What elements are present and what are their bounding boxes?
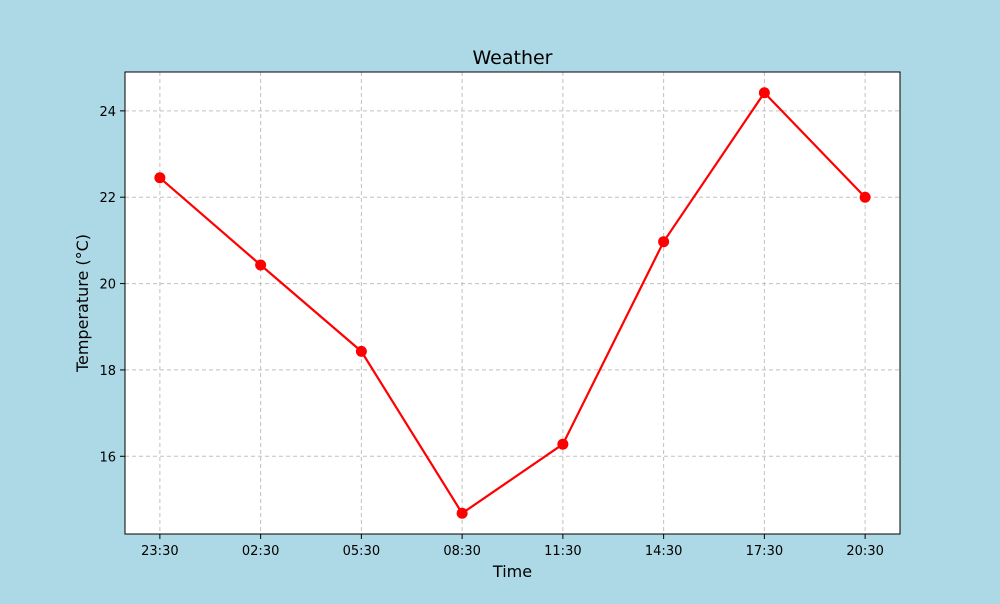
x-tick-label: 11:30	[544, 544, 581, 559]
x-axis-label: Time	[492, 562, 532, 581]
x-tick-label: 23:30	[141, 544, 178, 559]
y-tick-label: 22	[99, 191, 116, 206]
y-axis-ticks: 16 18 20 22 24	[99, 105, 125, 465]
data-point	[355, 345, 367, 357]
x-axis-ticks: 23:30 02:30 05:30 08:30 11:30 14:30 17:30 20:30	[141, 534, 884, 559]
x-tick-label: 17:30	[746, 544, 783, 559]
series-layer	[154, 87, 871, 519]
x-tick-label: 02:30	[242, 544, 279, 559]
plot-area	[125, 72, 900, 534]
series-line	[159, 91, 866, 515]
x-tick-label: 05:30	[343, 544, 380, 559]
y-tick-label: 24	[99, 105, 116, 120]
y-tick-label: 18	[99, 364, 116, 379]
data-point	[456, 507, 468, 519]
data-point	[154, 172, 166, 184]
x-tick-label: 14:30	[645, 544, 682, 559]
y-tick-label: 20	[99, 278, 116, 293]
y-axis-label: Temperature (°C)	[73, 234, 92, 373]
x-tick-label: 20:30	[846, 544, 883, 559]
plot-frame	[124, 71, 901, 535]
x-tick-label: 08:30	[443, 544, 480, 559]
data-point	[255, 259, 267, 271]
grid-lines	[125, 72, 900, 534]
data-point	[758, 87, 770, 99]
data-point	[557, 438, 569, 450]
data-point	[859, 191, 871, 203]
chart-title: Weather	[473, 47, 553, 69]
y-tick-label: 16	[99, 450, 116, 465]
data-point	[658, 236, 670, 248]
